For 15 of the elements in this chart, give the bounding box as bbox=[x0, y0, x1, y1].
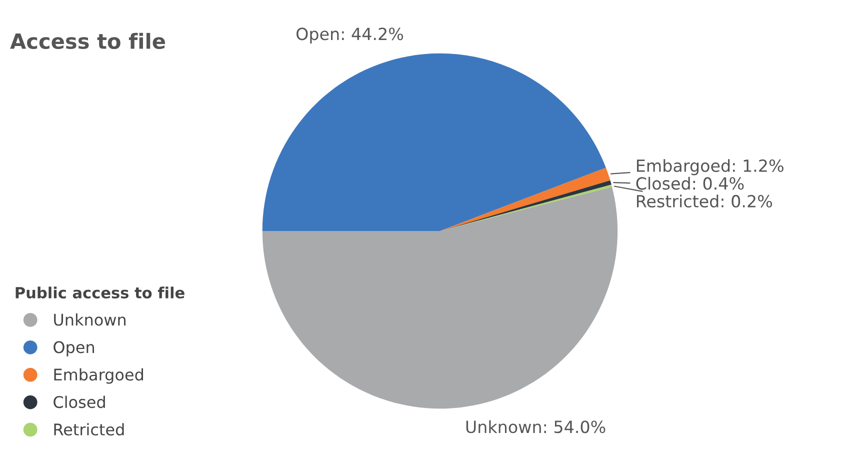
data-label: Closed: 0.4% bbox=[636, 176, 744, 190]
pie-slice bbox=[440, 168, 610, 231]
legend-label: Open bbox=[54, 341, 94, 356]
data-label: Open: 44.2% bbox=[296, 28, 404, 44]
data-label: Unknown: 54.0% bbox=[466, 420, 606, 434]
legend-label: Unknown bbox=[54, 313, 126, 326]
data-label: Embargoed: 1.2% bbox=[636, 159, 784, 176]
data-label: Restricted: 0.2% bbox=[636, 194, 772, 208]
legend-label: Embargoed bbox=[54, 368, 143, 384]
chart-title: Access to file bbox=[10, 32, 165, 50]
pie-slice bbox=[262, 186, 618, 409]
legend-title: Public access to file bbox=[16, 286, 184, 298]
legend-label: Closed bbox=[54, 396, 105, 408]
pie-slice bbox=[262, 53, 606, 231]
legend-label: Retricted bbox=[54, 423, 124, 436]
